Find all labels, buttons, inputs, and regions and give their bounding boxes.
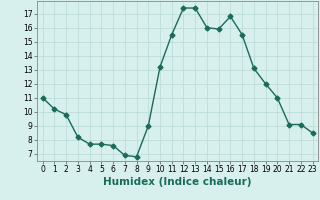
X-axis label: Humidex (Indice chaleur): Humidex (Indice chaleur) (103, 177, 252, 187)
